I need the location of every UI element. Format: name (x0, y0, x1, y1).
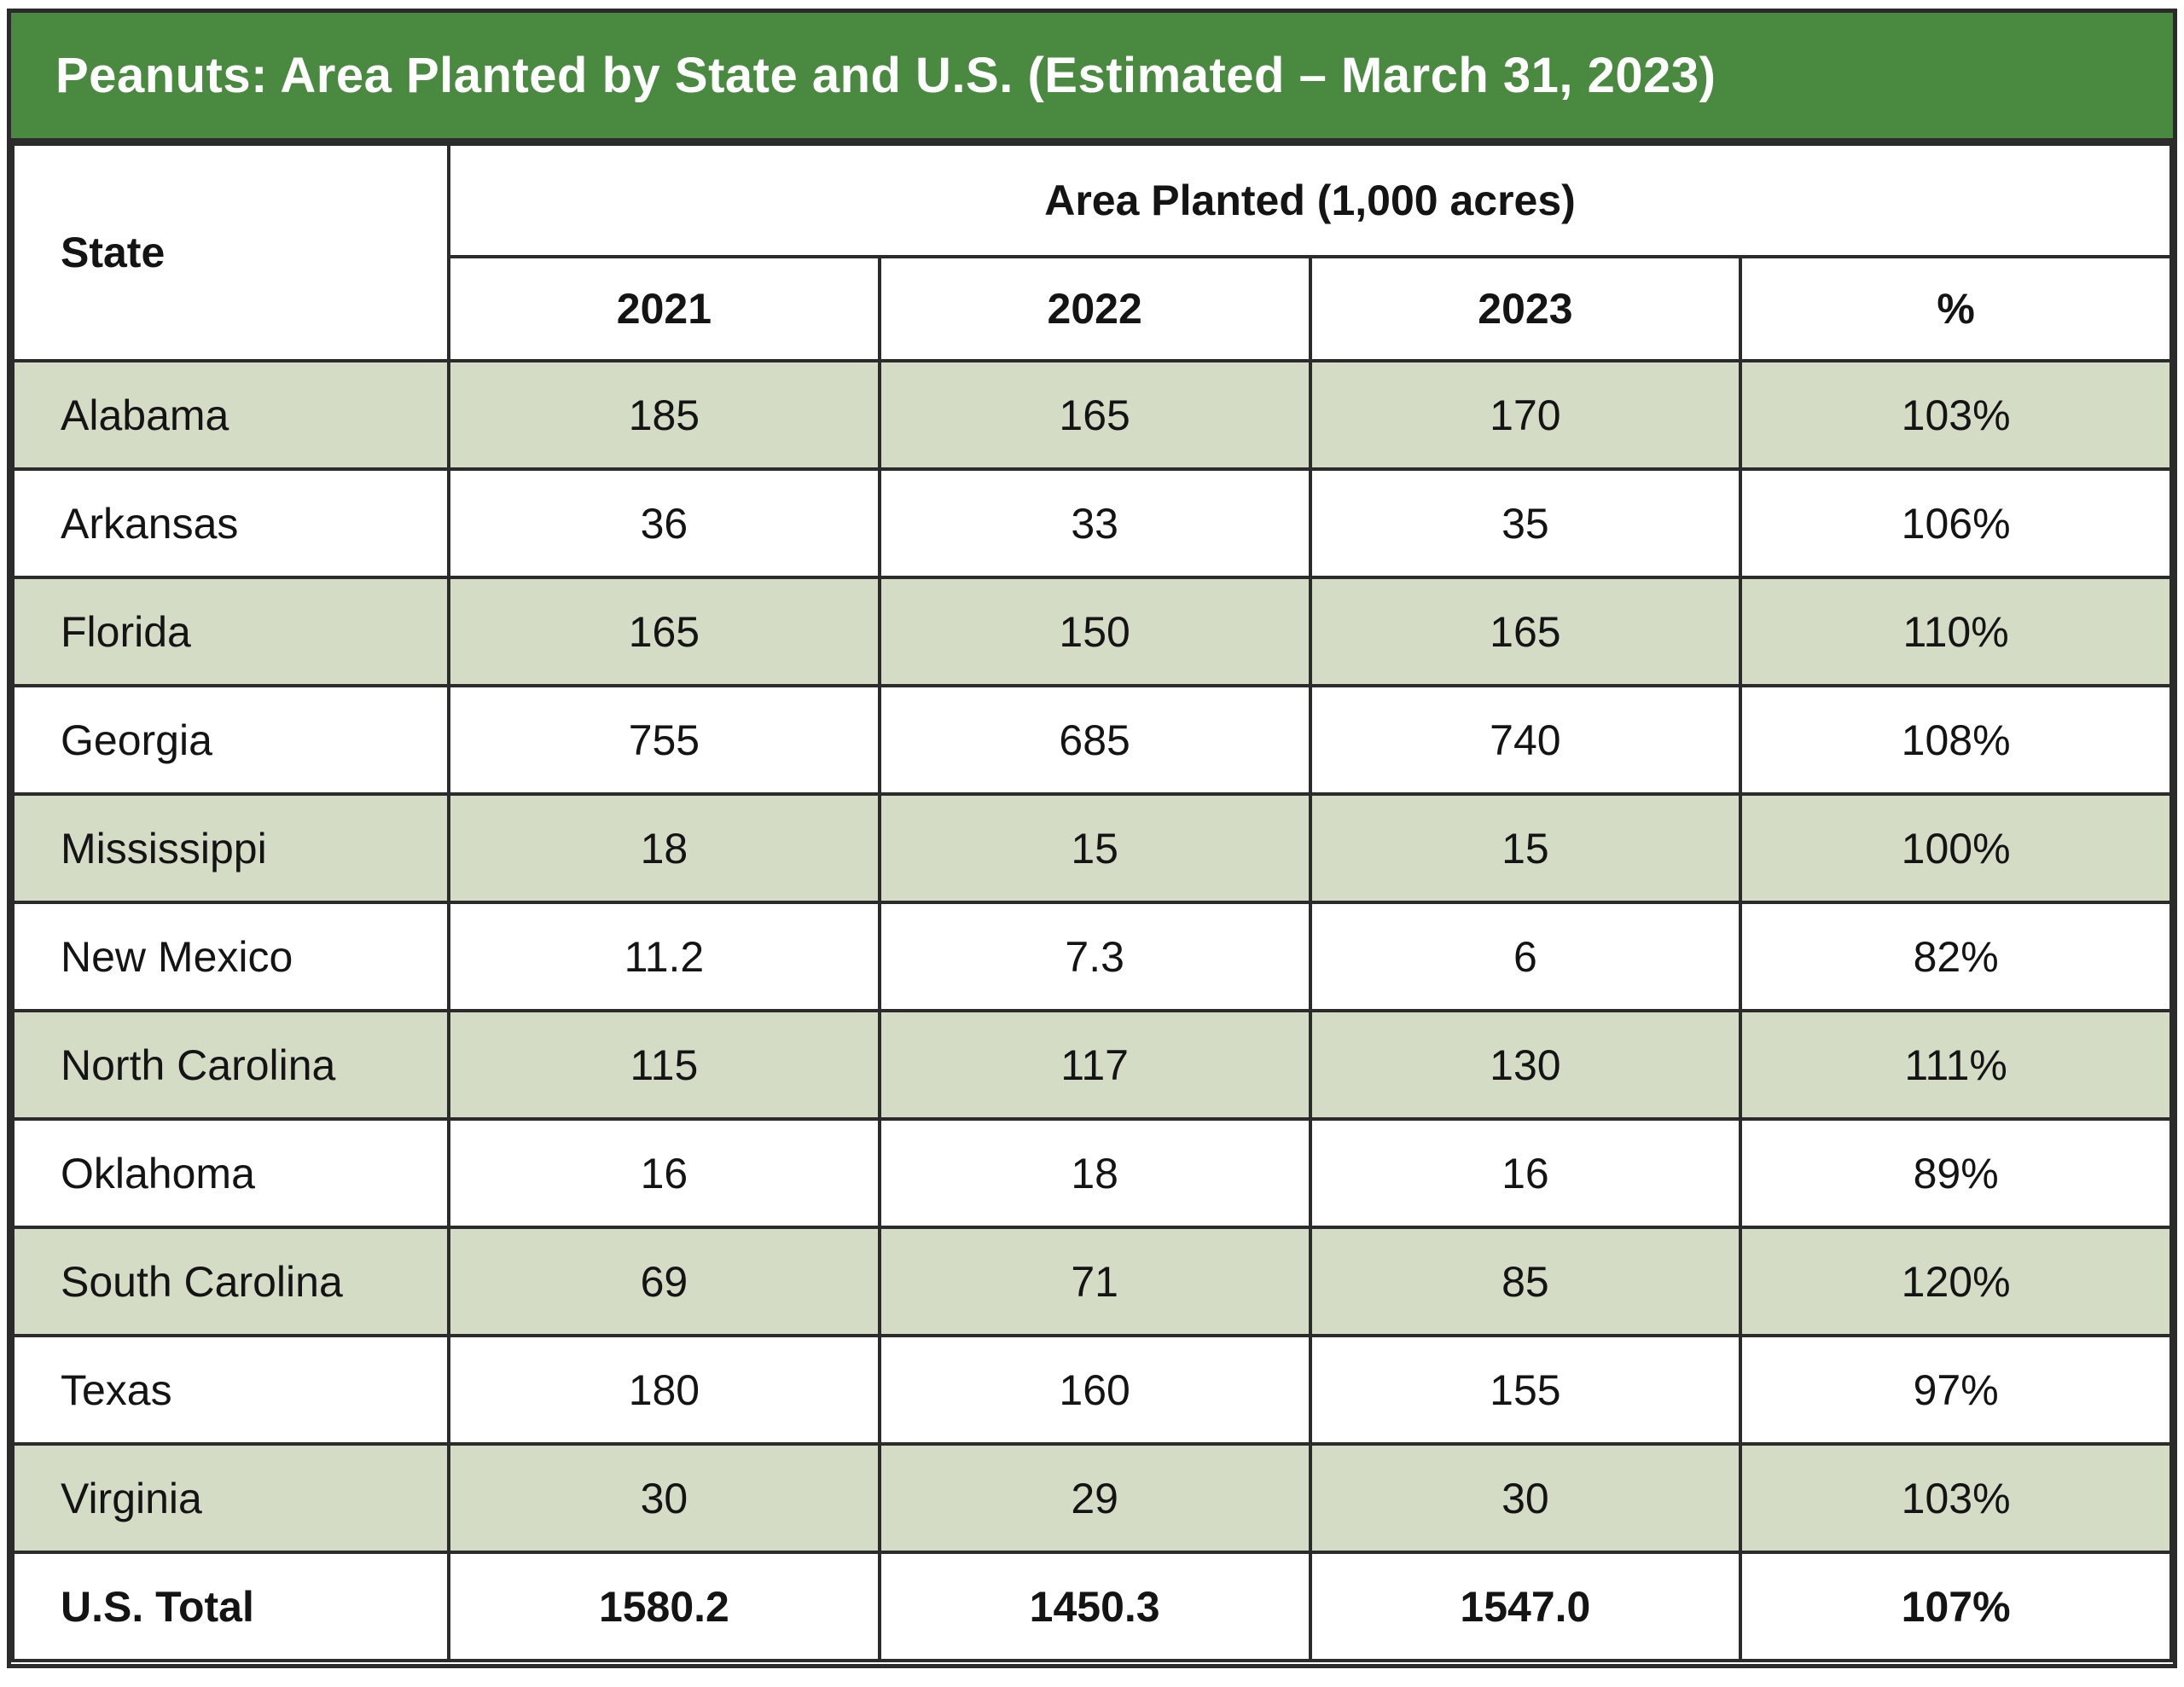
table-body: Alabama 185 165 170 103% Arkansas 36 33 35 106% Fl… (10, 359, 2173, 1662)
state-name: U.S. Total (10, 1551, 451, 1662)
state-column-header-label: State (61, 229, 166, 276)
value-2021: 165 (447, 576, 881, 687)
year-header-2022: 2022 (877, 255, 1312, 362)
value-2021: 185 (447, 359, 881, 471)
table-row: Alabama 185 165 170 103% (10, 359, 2173, 471)
peanuts-area-planted-table: State Area Planted (1,000 acres) 2021 20… (10, 142, 2173, 1662)
value-2023: 6 (1308, 901, 1743, 1012)
state-name: Mississippi (10, 792, 451, 904)
value-2021: 1580.2 (447, 1551, 881, 1662)
value-2022: 7.3 (877, 901, 1312, 1012)
state-name: Oklahoma (10, 1117, 451, 1229)
table-row: North Carolina 115 117 130 111% (10, 1009, 2173, 1121)
value-2022: 29 (877, 1442, 1312, 1554)
value-2023: 15 (1308, 792, 1743, 904)
group-header-row: State Area Planted (1,000 acres) (10, 142, 2173, 362)
year-header-2023: 2023 (1308, 255, 1743, 362)
title-bar: Peanuts: Area Planted by State and U.S. … (11, 13, 2173, 142)
state-name: North Carolina (10, 1009, 451, 1121)
state-name: New Mexico (10, 901, 451, 1012)
state-name: South Carolina (10, 1226, 451, 1337)
value-2021: 115 (447, 1009, 881, 1121)
percent-header: % (1739, 255, 2173, 362)
value-2022: 18 (877, 1117, 1312, 1229)
total-row: U.S. Total 1580.2 1450.3 1547.0 107% (10, 1551, 2173, 1662)
value-2021: 11.2 (447, 901, 881, 1012)
table-header: State Area Planted (1,000 acres) 2021 20… (10, 142, 2173, 362)
value-2022: 117 (877, 1009, 1312, 1121)
value-percent: 110% (1739, 576, 2173, 687)
table-row: South Carolina 69 71 85 120% (10, 1226, 2173, 1337)
table-row: Virginia 30 29 30 103% (10, 1442, 2173, 1554)
value-percent: 111% (1739, 1009, 2173, 1121)
value-percent: 107% (1739, 1551, 2173, 1662)
value-2022: 1450.3 (877, 1551, 1312, 1662)
table-row: Oklahoma 16 18 16 89% (10, 1117, 2173, 1229)
value-percent: 82% (1739, 901, 2173, 1012)
year-header-row: 2021 2022 2023 % (13, 255, 2173, 362)
area-planted-group-header: Area Planted (1,000 acres) (447, 142, 2173, 258)
value-2023: 30 (1308, 1442, 1743, 1554)
value-2022: 685 (877, 684, 1312, 796)
value-2022: 71 (877, 1226, 1312, 1337)
value-2023: 130 (1308, 1009, 1743, 1121)
value-2023: 16 (1308, 1117, 1743, 1229)
value-2023: 155 (1308, 1334, 1743, 1446)
value-percent: 120% (1739, 1226, 2173, 1337)
state-name: Alabama (10, 359, 451, 471)
table-row: Mississippi 18 15 15 100% (10, 792, 2173, 904)
value-percent: 100% (1739, 792, 2173, 904)
table-row: Texas 180 160 155 97% (10, 1334, 2173, 1446)
state-column-header: State (10, 142, 451, 362)
value-percent: 103% (1739, 359, 2173, 471)
state-name: Texas (10, 1334, 451, 1446)
value-2022: 150 (877, 576, 1312, 687)
value-2022: 165 (877, 359, 1312, 471)
value-percent: 108% (1739, 684, 2173, 796)
value-2021: 18 (447, 792, 881, 904)
year-header-2021: 2021 (447, 255, 881, 362)
value-2023: 1547.0 (1308, 1551, 1743, 1662)
table-frame: Peanuts: Area Planted by State and U.S. … (7, 9, 2177, 1668)
state-name: Florida (10, 576, 451, 687)
value-2023: 740 (1308, 684, 1743, 796)
value-2022: 160 (877, 1334, 1312, 1446)
value-2021: 69 (447, 1226, 881, 1337)
value-2021: 36 (447, 467, 881, 579)
value-2021: 755 (447, 684, 881, 796)
state-name: Virginia (10, 1442, 451, 1554)
value-percent: 106% (1739, 467, 2173, 579)
value-2023: 35 (1308, 467, 1743, 579)
state-name: Georgia (10, 684, 451, 796)
value-2023: 165 (1308, 576, 1743, 687)
table-row: Arkansas 36 33 35 106% (10, 467, 2173, 579)
value-2023: 170 (1308, 359, 1743, 471)
value-2021: 16 (447, 1117, 881, 1229)
table-row: Georgia 755 685 740 108% (10, 684, 2173, 796)
value-2023: 85 (1308, 1226, 1743, 1337)
value-2022: 33 (877, 467, 1312, 579)
state-name: Arkansas (10, 467, 451, 579)
value-percent: 89% (1739, 1117, 2173, 1229)
value-2022: 15 (877, 792, 1312, 904)
table-row: New Mexico 11.2 7.3 6 82% (10, 901, 2173, 1012)
table-row: Florida 165 150 165 110% (10, 576, 2173, 687)
value-2021: 30 (447, 1442, 881, 1554)
page-title: Peanuts: Area Planted by State and U.S. … (55, 48, 1716, 103)
value-percent: 97% (1739, 1334, 2173, 1446)
value-2021: 180 (447, 1334, 881, 1446)
value-percent: 103% (1739, 1442, 2173, 1554)
